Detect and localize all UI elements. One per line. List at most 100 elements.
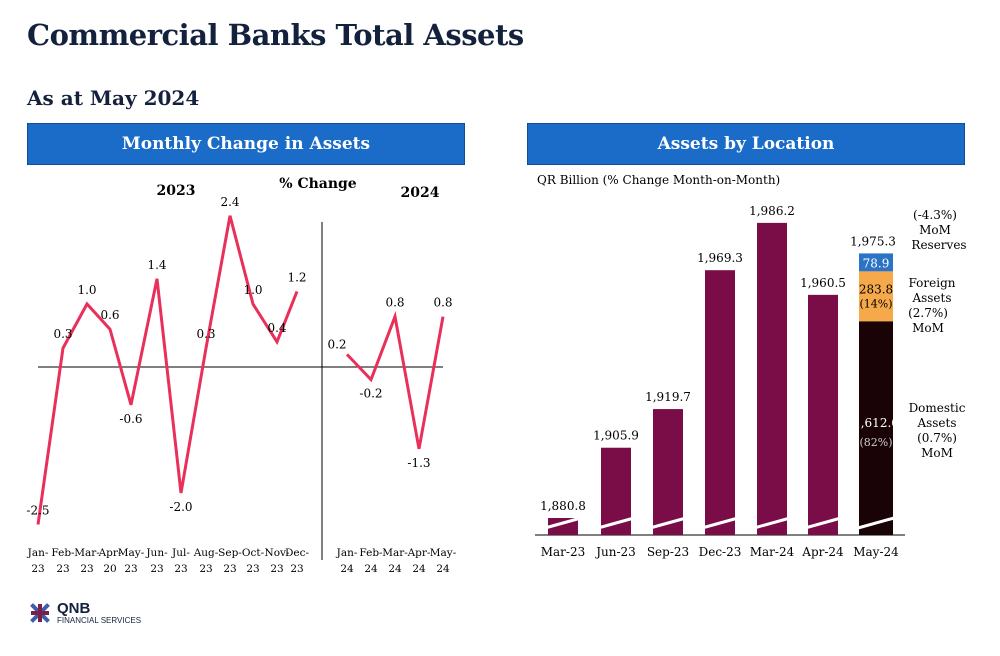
foreign-value-label: 283.8: [859, 282, 893, 296]
bar-value-label: 1,919.7: [645, 390, 691, 404]
data-label: 0.2: [327, 337, 346, 351]
x-tick-label: Sep-: [218, 547, 242, 559]
group-label-2023: 2023: [157, 183, 196, 199]
data-label: -1.3: [407, 456, 430, 470]
x-tick-label-year: 23: [124, 563, 137, 575]
x-tick-label-year: 23: [290, 563, 303, 575]
bar: [653, 409, 683, 535]
axis-break-mark: [701, 516, 739, 530]
bar-value-label: 1,986.2: [749, 204, 795, 218]
chart-subtitle: QR Billion (% Change Month-on-Month): [537, 173, 780, 187]
x-tick-label-year: 23: [174, 563, 187, 575]
axis-break-mark: [544, 516, 582, 530]
data-label: 1.0: [243, 283, 262, 297]
segment-note: MoM: [921, 446, 953, 460]
x-tick-label-year: 23: [80, 563, 93, 575]
axis-break-mark: [597, 516, 635, 530]
x-tick-label: Jun-23: [594, 545, 636, 559]
x-tick-label: Mar-24: [750, 545, 795, 559]
x-tick-label-year: 23: [31, 563, 44, 575]
x-tick-label: Dec-: [285, 547, 310, 559]
bar-segment-domestic: [859, 321, 893, 535]
bar-value-label: 1,905.9: [593, 429, 639, 443]
x-tick-label: Aug-: [193, 547, 219, 559]
data-label: 0.8: [385, 296, 404, 310]
logo-sub: FINANCIAL SERVICES: [57, 615, 142, 625]
bar-value-label: 1,975.3: [850, 234, 896, 248]
x-tick-label: May-: [430, 547, 457, 559]
segment-note: (2.7%): [908, 306, 948, 320]
segment-note: MoM: [912, 321, 944, 335]
axis-break-mark: [857, 516, 895, 530]
x-tick-label: Apr-: [407, 547, 431, 559]
data-label: 0.4: [267, 321, 286, 335]
domestic-value-label: 1,612.6: [853, 416, 899, 430]
data-label: 0.3: [53, 327, 72, 341]
data-label: 0.8: [433, 296, 452, 310]
x-tick-label: Jun-: [145, 547, 168, 559]
data-label: 0.3: [196, 327, 215, 341]
chart-title-pct-change: % Change: [279, 176, 357, 192]
reserves-value-label: 78.9: [863, 256, 890, 270]
x-tick-label: Mar-: [382, 547, 408, 559]
x-tick-label: Jan-: [27, 547, 49, 559]
segment-note: MoM: [919, 223, 951, 237]
data-label: -0.6: [119, 412, 142, 426]
domestic-share-label: (82%): [859, 436, 892, 449]
segment-note: Foreign: [909, 276, 956, 290]
x-tick-label-year: 24: [340, 563, 354, 575]
bar: [705, 270, 735, 535]
segment-note: Assets: [916, 416, 956, 430]
x-tick-label-year: 24: [388, 563, 402, 575]
x-tick-label: May-: [118, 547, 145, 559]
group-label-2024: 2024: [401, 185, 440, 201]
segment-note: (0.7%): [917, 431, 957, 445]
data-label: -2.0: [169, 500, 192, 514]
axis-break-mark: [804, 516, 842, 530]
segment-note: Reserves: [911, 238, 966, 252]
bar-value-label: 1,969.3: [697, 251, 743, 265]
x-tick-label: Feb-: [51, 547, 75, 559]
bar: [757, 222, 787, 535]
data-label: 0.6: [100, 308, 119, 322]
qnb-logo-icon: [30, 603, 50, 623]
line-series-2023: [36, 215, 299, 525]
data-label: 1.4: [147, 258, 166, 272]
x-tick-label-year: 24: [412, 563, 426, 575]
x-tick-label: Sep-23: [647, 545, 689, 559]
x-tick-label: Apr-24: [801, 545, 844, 559]
data-label: 1.2: [287, 270, 306, 284]
x-tick-label: Apr-: [98, 547, 122, 559]
line-series-2024: [345, 311, 445, 450]
x-tick-label-year: 23: [246, 563, 259, 575]
segment-note: (-4.3%): [913, 208, 957, 222]
bar-value-label: 1,880.8: [540, 499, 586, 513]
x-tick-label: Feb-: [359, 547, 383, 559]
x-tick-label: Oct-: [242, 547, 265, 559]
right-panel-header: Assets by Location: [527, 123, 965, 165]
x-tick-label: Jan-: [336, 547, 358, 559]
data-label: -2.5: [26, 504, 49, 518]
data-label: 2.4: [220, 195, 239, 209]
x-tick-label-year: 24: [364, 563, 378, 575]
data-label: -0.2: [359, 387, 382, 401]
x-tick-label-year: 20: [103, 563, 116, 575]
x-tick-label: Nov-: [265, 547, 290, 559]
bar: [808, 294, 838, 535]
x-tick-label: May-24: [853, 545, 899, 559]
data-label: 1.0: [77, 283, 96, 297]
axis-break-mark: [753, 516, 791, 530]
x-tick-label-year: 23: [150, 563, 163, 575]
segment-note: Domestic: [909, 401, 966, 415]
bar-value-label: 1,960.5: [800, 276, 846, 290]
x-tick-label-year: 23: [56, 563, 69, 575]
x-tick-label-year: 23: [270, 563, 283, 575]
bar-segment-reserves: [859, 253, 893, 272]
segment-note: Assets: [911, 291, 951, 305]
x-tick-label-year: 23: [223, 563, 236, 575]
qnb-logo: QNB FINANCIAL SERVICES: [27, 600, 141, 626]
logo-name: QNB: [57, 599, 91, 617]
x-tick-label: Dec-23: [699, 545, 742, 559]
x-tick-label: Mar-: [74, 547, 100, 559]
foreign-share-label: (14%): [859, 297, 892, 310]
